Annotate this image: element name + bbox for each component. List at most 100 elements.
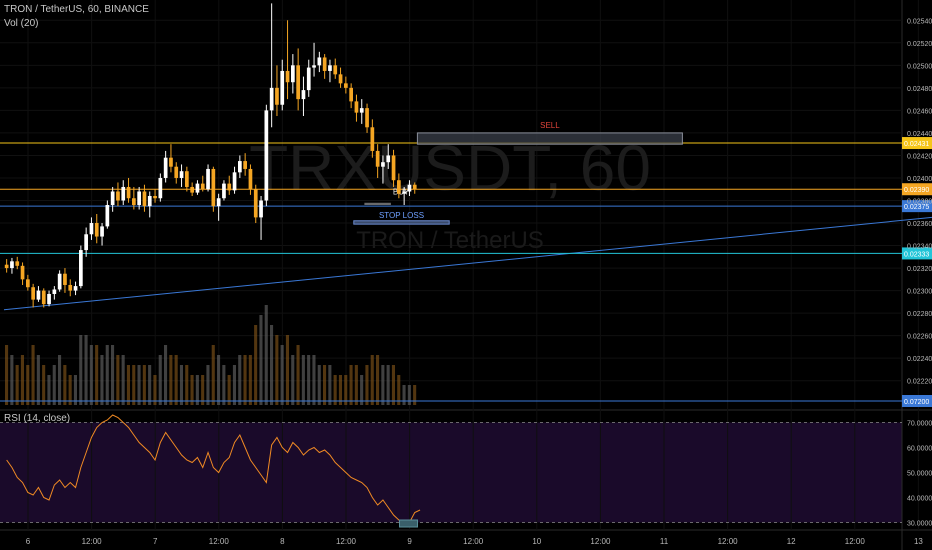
- candle-body: [328, 65, 332, 71]
- candle-body: [312, 65, 316, 68]
- volume-bar: [296, 345, 300, 405]
- price-tick-label: 0.02300: [907, 289, 932, 296]
- volume-bar: [254, 325, 258, 405]
- volume-bar: [105, 345, 109, 405]
- volume-bar: [111, 345, 115, 405]
- candle-body: [306, 67, 311, 91]
- candle-body: [317, 57, 322, 66]
- candle-body: [190, 186, 194, 193]
- price-tick-label: 0.02320: [907, 266, 932, 273]
- candle-body: [89, 223, 94, 235]
- candle-body: [52, 289, 57, 294]
- volume-bar: [10, 355, 14, 405]
- volume-bar: [301, 355, 305, 405]
- volume-bar: [402, 385, 406, 405]
- hline-label-support: 0.02333: [904, 251, 929, 258]
- volume-legend[interactable]: Vol (20): [4, 18, 39, 29]
- volume-bar: [354, 365, 358, 405]
- price-tick-label: 0.02540: [907, 18, 932, 25]
- candle-body: [4, 264, 9, 269]
- volume-bar: [328, 365, 332, 405]
- candle-body: [253, 189, 258, 218]
- time-tick-label: 13: [914, 537, 923, 546]
- time-tick-label: 12:00: [463, 537, 484, 546]
- volume-bar: [381, 365, 385, 405]
- hline-badge-price: [902, 183, 932, 196]
- candle-body: [365, 108, 369, 128]
- candle-body: [36, 290, 41, 300]
- volume-badge: [902, 395, 932, 407]
- candle-body: [322, 57, 327, 71]
- time-tick-label: 12:00: [590, 537, 611, 546]
- candle-body: [116, 191, 120, 201]
- rsi-tick-label: 50.0000: [907, 471, 932, 478]
- volume-bar: [195, 375, 199, 405]
- hline-badge-support: [902, 247, 932, 260]
- time-tick-label: 12:00: [209, 537, 230, 546]
- candle-body: [301, 90, 306, 100]
- volume-bar: [360, 375, 364, 405]
- candle-body: [100, 226, 104, 237]
- trend-line: [3, 216, 932, 311]
- rsi-tick-label: 40.0000: [907, 496, 932, 503]
- volume-bar: [137, 365, 141, 405]
- candle-body: [57, 273, 62, 290]
- volume-value-label: 0.07200: [904, 399, 929, 406]
- candle-body: [285, 70, 290, 83]
- rsi-line: [6, 414, 421, 526]
- volume-bar: [397, 375, 401, 405]
- candle-body: [132, 198, 136, 205]
- candle-body: [105, 205, 110, 227]
- price-tick-label: 0.02460: [907, 108, 932, 115]
- rsi-legend[interactable]: RSI (14, close): [4, 413, 71, 424]
- time-tick-label: 9: [407, 537, 412, 546]
- candle-body: [407, 184, 412, 192]
- price-tick-label: 0.02360: [907, 221, 932, 228]
- zone-stop-loss: [353, 220, 450, 225]
- volume-bar: [100, 355, 104, 405]
- candle-body: [243, 161, 247, 169]
- volume-bar: [26, 365, 30, 405]
- price-tick-label: 0.02440: [907, 131, 932, 138]
- volume-bar: [243, 355, 247, 405]
- candle-body: [41, 290, 46, 305]
- candle-body: [185, 171, 189, 187]
- volume-bar: [285, 335, 289, 405]
- price-tick-label: 0.02340: [907, 244, 932, 251]
- volume-bar: [338, 375, 342, 405]
- price-tick-label: 0.02420: [907, 153, 932, 160]
- candle-body: [232, 172, 237, 191]
- volume-bar: [84, 335, 88, 405]
- hline-label-stop: 0.02375: [904, 204, 929, 211]
- volume-bar: [238, 355, 242, 405]
- candle-body: [20, 265, 25, 280]
- candle-body: [195, 183, 200, 193]
- volume-bar: [222, 365, 226, 405]
- candle-body: [158, 177, 163, 199]
- candle-body: [354, 101, 359, 113]
- volume-bar: [148, 365, 152, 405]
- candle-body: [137, 191, 141, 205]
- volume-bar: [259, 315, 263, 405]
- candle-body: [344, 83, 348, 88]
- volume-bar: [179, 365, 183, 405]
- candle-body: [126, 186, 131, 199]
- volume-bar: [386, 365, 390, 405]
- candle-body: [248, 168, 253, 190]
- candle-body: [63, 273, 67, 285]
- volume-bar: [121, 355, 125, 405]
- volume-bar: [201, 375, 205, 405]
- volume-bar: [312, 355, 316, 405]
- candle-body: [291, 65, 295, 83]
- candle-body: [349, 87, 353, 102]
- symbol-legend[interactable]: TRON / TetherUS, 60, BINANCE: [4, 4, 149, 15]
- candle-body: [121, 186, 126, 201]
- candle-body: [412, 184, 417, 190]
- price-tick-label: 0.02480: [907, 86, 932, 93]
- rsi-band: [0, 422, 902, 523]
- price-tick-label: 0.02260: [907, 334, 932, 341]
- hline-badge-stop: [902, 200, 932, 213]
- volume-bar: [5, 345, 9, 405]
- volume-bar: [158, 355, 162, 405]
